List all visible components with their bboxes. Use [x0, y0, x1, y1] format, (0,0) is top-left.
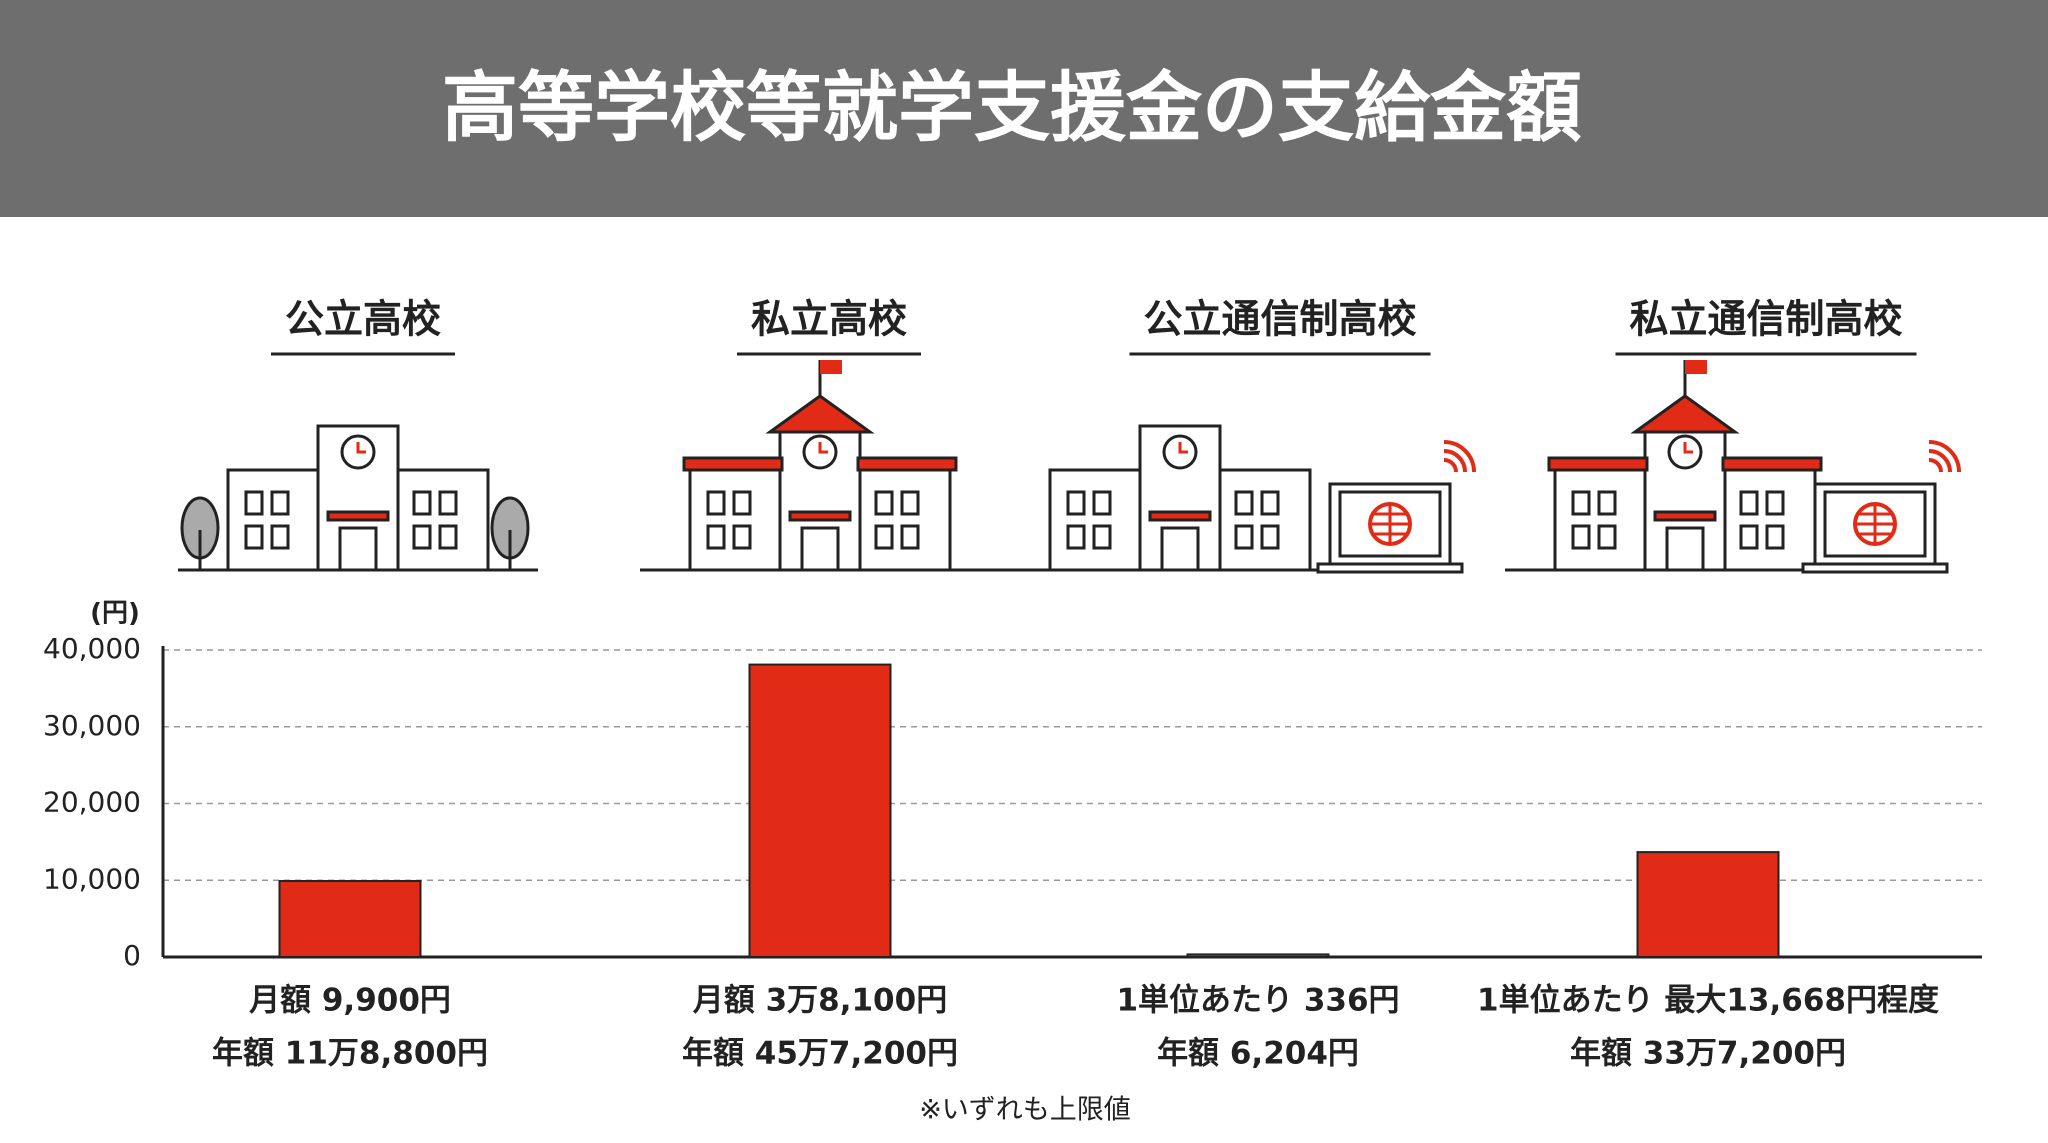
bar [1186, 953, 1330, 959]
icon-part [1739, 490, 1759, 516]
icon-part [1092, 524, 1112, 550]
icon-part [1597, 524, 1617, 550]
y-tick-label: 40,000 [43, 632, 141, 665]
icons [178, 360, 1961, 574]
icon-part [1443, 440, 1476, 473]
bar [748, 663, 892, 959]
icon-part [1443, 449, 1467, 473]
value-label: 月額 9,900円 [249, 983, 451, 1019]
icon-part [1148, 510, 1212, 522]
icon-part [356, 442, 366, 454]
icon-part [1597, 490, 1617, 516]
icon-part [1571, 524, 1591, 550]
icon-part [820, 360, 842, 374]
value-label: 1単位あたり 最大13,668円程度 [1477, 983, 1939, 1019]
icon-part [1234, 490, 1254, 516]
icon-part [732, 490, 752, 516]
icon-part [1234, 524, 1254, 550]
icon-part [1160, 526, 1200, 572]
icon-part [856, 468, 952, 572]
icon-part [1721, 468, 1817, 572]
icon-part [244, 490, 264, 516]
icon-part [788, 510, 852, 522]
icon-part [874, 524, 894, 550]
footnote: ※いずれも上限値 [919, 1095, 1131, 1126]
icon-part [1765, 524, 1785, 550]
icon-part [1260, 490, 1280, 516]
icon-part [682, 456, 784, 472]
y-tick-label: 10,000 [43, 862, 141, 895]
icon-part [1553, 468, 1649, 572]
icon-part [1048, 468, 1144, 572]
category-label: 私立通信制高校 [1629, 298, 1902, 343]
icon-part [706, 524, 726, 550]
icon-part [1066, 524, 1086, 550]
icon-part [1260, 524, 1280, 550]
annotation: 年額 33万7,200円 [1570, 1036, 1846, 1072]
icon-part [1765, 490, 1785, 516]
category-label: 私立高校 [751, 298, 907, 343]
icon-part [1928, 440, 1961, 473]
icon-part [732, 524, 752, 550]
icon-part [1547, 456, 1649, 472]
icon-part [800, 526, 840, 572]
icon-part [1066, 490, 1086, 516]
icon-part [438, 524, 458, 550]
icon-part [1630, 394, 1740, 434]
icon-part [874, 490, 894, 516]
icon-part [900, 490, 920, 516]
icon-part [1443, 458, 1458, 473]
icon-part [1178, 442, 1188, 454]
icon-part [226, 468, 322, 572]
icon-part [688, 468, 784, 572]
value-label: 1単位あたり 336円 [1116, 983, 1399, 1019]
icon-part [394, 468, 490, 572]
icon-part [900, 524, 920, 550]
icon-part [1928, 449, 1952, 473]
icon-part [1855, 504, 1895, 544]
y-axis-label: (円) [90, 599, 140, 629]
y-tick-label: 20,000 [43, 786, 141, 819]
icon-part [1216, 468, 1312, 572]
icon-part [1316, 562, 1464, 574]
icon-part [1571, 490, 1591, 516]
icon-part [1092, 490, 1112, 516]
icon-part [1653, 510, 1717, 522]
icon-part [818, 442, 828, 454]
icon-part [438, 490, 458, 516]
icon-part [1370, 504, 1410, 544]
annotation: 年額 11万8,800円 [212, 1036, 488, 1072]
icon-part [244, 524, 264, 550]
y-tick-label: 0 [123, 939, 141, 972]
annotation: 年額 6,204円 [1157, 1036, 1359, 1072]
bar [1636, 851, 1780, 958]
icon-part [1685, 360, 1707, 374]
icon-part [1721, 456, 1823, 472]
value-label: 月額 3万8,100円 [693, 983, 947, 1019]
icon-part [1801, 562, 1949, 574]
icon-part [270, 490, 290, 516]
icon-part [1665, 526, 1705, 572]
icon-part [412, 524, 432, 550]
icon-part [1928, 458, 1943, 473]
icon-part [706, 490, 726, 516]
icon-part [412, 490, 432, 516]
icon-part [270, 524, 290, 550]
icon-part [1739, 524, 1759, 550]
category-label: 公立高校 [285, 298, 441, 343]
icon-part [856, 456, 958, 472]
header-band [0, 0, 2048, 217]
category-label: 公立通信制高校 [1143, 298, 1416, 343]
icon-part [765, 394, 875, 434]
icon-part [1683, 442, 1693, 454]
y-tick-label: 30,000 [43, 709, 141, 742]
icon-part [338, 526, 378, 572]
chart-title: 高等学校等就学支援金の支給金額 [442, 63, 1582, 152]
bar [278, 880, 422, 959]
icon-part [326, 510, 390, 522]
annotation: 年額 45万7,200円 [682, 1036, 958, 1072]
